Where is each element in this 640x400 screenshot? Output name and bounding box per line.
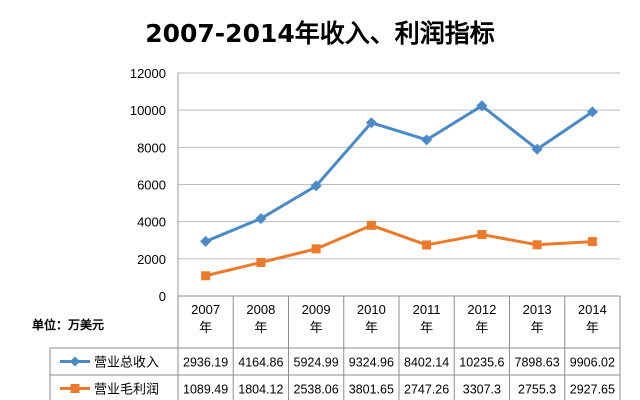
table-value-cell: 10235.6 (459, 356, 504, 370)
data-point (255, 213, 267, 225)
data-point (422, 240, 432, 250)
data-point (200, 235, 212, 247)
data-point (366, 220, 376, 230)
table-value-cell: 8402.14 (404, 356, 449, 370)
x-category-label: 2012 年 (467, 302, 496, 335)
table-value-cell: 3307.3 (463, 383, 501, 397)
series-layer (200, 100, 598, 281)
table-value-cell: 3801.65 (349, 383, 394, 397)
x-category-label: 2007 年 (191, 302, 220, 335)
table-value-cell: 2755.3 (518, 383, 556, 397)
x-category-label: 2009 年 (302, 302, 331, 335)
data-point (532, 240, 542, 250)
legend-key-marker (70, 384, 80, 393)
table-value-cell: 1089.49 (183, 383, 228, 397)
y-tick-label: 6000 (137, 178, 166, 193)
series-line (205, 104, 594, 243)
data-table: 2007 年 2008 年 2009 年 2010 年 2011 年 2012 年 2013 年 2014 年… (49, 295, 621, 400)
chart-title: 2007-2014年收入、利润指标 (145, 19, 495, 48)
data-point (477, 230, 487, 240)
table-value-cell: 2936.19 (183, 356, 228, 370)
y-tick-label: 0 (159, 289, 166, 304)
data-point (201, 271, 211, 281)
legend-series-name: 营业毛利润 (94, 383, 159, 398)
data-point (310, 180, 322, 192)
series-2 (201, 220, 597, 281)
legend-key-marker (70, 356, 80, 367)
x-category-label: 2013 年 (523, 302, 552, 335)
series-line (205, 223, 593, 278)
table-value-cell: 4164.86 (238, 356, 283, 370)
table-value-cell: 7898.63 (515, 356, 560, 370)
x-category-label: 2008 年 (246, 302, 275, 335)
gridlines (178, 72, 620, 297)
table-value-cell: 9906.02 (570, 356, 615, 370)
data-point (365, 117, 377, 129)
table-value-cell: 2538.06 (294, 383, 339, 397)
table-value-cell: 2747.26 (404, 383, 449, 397)
data-point (421, 134, 433, 146)
y-tick-label: 8000 (137, 140, 166, 155)
y-tick-label: 10000 (130, 103, 166, 118)
data-point (476, 100, 488, 112)
legend-series-name: 营业总收入 (94, 356, 159, 371)
x-category-label: 2010 年 (357, 302, 386, 335)
y-axis: 0 2000 4000 6000 8000 10000 12000 (130, 66, 179, 304)
data-point (586, 106, 598, 118)
table-value-cell: 2927.65 (570, 383, 615, 397)
x-category-label: 2014 年 (578, 302, 607, 335)
y-tick-label: 4000 (137, 215, 166, 230)
table-value-cell: 9324.96 (349, 356, 394, 370)
data-point (587, 237, 597, 247)
data-point (311, 244, 321, 254)
data-point (531, 143, 543, 155)
table-value-cell: 5924.99 (294, 356, 339, 370)
series-1 (200, 100, 598, 247)
data-point (256, 257, 266, 267)
unit-label: 单位：万美元 (32, 317, 104, 332)
y-tick-label: 2000 (137, 252, 166, 267)
x-category-label: 2011 年 (413, 302, 441, 335)
y-tick-label: 12000 (130, 66, 166, 81)
table-value-cell: 1804.12 (238, 383, 283, 397)
